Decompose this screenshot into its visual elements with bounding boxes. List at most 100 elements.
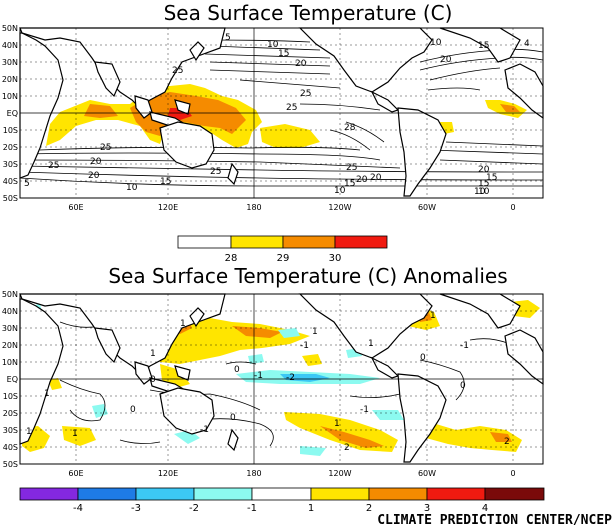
contour-label: 0 xyxy=(130,405,136,415)
contour-label: 0 xyxy=(420,353,426,363)
contour-label: 4 xyxy=(524,39,530,49)
colorbar-label: 2 xyxy=(366,503,372,514)
contour-label: 1 xyxy=(312,327,318,337)
lon-label: 60E xyxy=(68,203,83,212)
contour-label: 20 xyxy=(88,171,100,181)
lat-label: 50S xyxy=(3,460,18,469)
colorbar-label: 30 xyxy=(329,253,342,264)
contour-label: 1 xyxy=(26,427,32,437)
lat-label: 30S xyxy=(3,160,18,169)
lon-label: 180 xyxy=(246,469,261,478)
bottom-gridlines xyxy=(20,294,543,464)
colorbar-swatch xyxy=(251,487,312,501)
colorbar-label: -3 xyxy=(131,503,141,514)
contour-label: -1 xyxy=(360,405,369,415)
colorbar-label: 4 xyxy=(482,503,488,514)
anomaly-positive-region xyxy=(232,326,282,338)
contour-label: 0 xyxy=(150,375,156,385)
colorbar-label: 3 xyxy=(424,503,430,514)
colorbar-swatch xyxy=(193,487,253,501)
contour-label: 2 xyxy=(344,443,350,453)
colorbar-swatch xyxy=(19,487,79,501)
contour-label: 25 xyxy=(172,66,183,76)
bottom-contour-labels: 1 -1 1 0 -1 -2 0 1 0 -1 1 2 -1 1 2 0 1 -… xyxy=(26,311,510,453)
anomaly-negative-region xyxy=(278,328,300,338)
lat-label: 10N xyxy=(2,92,18,101)
contour-label: 1 xyxy=(368,339,374,349)
contour-label: 15 xyxy=(486,173,497,183)
lat-label: 40N xyxy=(2,41,18,50)
contour-label: 1 xyxy=(334,419,340,429)
colorbar-swatch xyxy=(135,487,195,501)
colorbar-swatch xyxy=(310,487,370,501)
lat-label: 20N xyxy=(2,75,18,84)
contour-label: 2 xyxy=(504,437,510,447)
anomaly-positive-region xyxy=(320,426,384,448)
contour-label: 0 xyxy=(230,413,236,423)
colorbar-label: -2 xyxy=(189,503,199,514)
lat-label: 30S xyxy=(3,426,18,435)
contour-label: 20 xyxy=(295,59,307,69)
lon-label: 120W xyxy=(328,203,351,212)
lat-label: 10S xyxy=(3,126,18,135)
colorbar-swatch xyxy=(426,487,486,501)
credit-text: CLIMATE PREDICTION CENTER/NCEP xyxy=(377,513,612,528)
colorbar-swatch xyxy=(484,487,545,501)
colorbar-swatch xyxy=(230,235,284,249)
contour-label: -2 xyxy=(286,373,295,383)
lat-label: 20S xyxy=(3,143,18,152)
contour-label: 25 xyxy=(210,167,221,177)
top-contour-labels: 10 15 20 25 25 20 15 10 5 25 20 15 10 28… xyxy=(24,33,530,197)
anomaly-negative-region xyxy=(248,354,264,364)
contour-label: 1 xyxy=(44,389,50,399)
lat-label: 40S xyxy=(3,443,18,452)
anomaly-negative-region xyxy=(280,374,330,382)
lat-label: EQ xyxy=(7,375,18,384)
sst-29-region xyxy=(84,104,118,118)
colorbar-swatch xyxy=(177,235,232,249)
bottom-colorbar: -4 -3 -2 -1 1 2 3 4 xyxy=(19,487,545,514)
contour-label: 15 xyxy=(478,41,489,51)
contour-label: 10 xyxy=(478,187,490,197)
contour-label: 15 xyxy=(478,179,489,189)
contour-label: 10 xyxy=(267,40,279,50)
colorbar-label: 29 xyxy=(277,253,290,264)
contour-label: 25 xyxy=(48,161,59,171)
anomaly-positive-region xyxy=(48,378,62,390)
contour-label: 15 xyxy=(278,49,289,59)
contour-label: 25 xyxy=(300,89,311,99)
lat-label: 30N xyxy=(2,324,18,333)
colorbar-label: -1 xyxy=(247,503,257,514)
anomaly-negative-region xyxy=(92,404,108,418)
contour-label: -1 xyxy=(300,341,309,351)
top-lon-labels: 60E 120E 180 120W 60W 0 xyxy=(68,203,515,212)
lat-label: 20N xyxy=(2,341,18,350)
lon-label: 0 xyxy=(510,469,515,478)
anomaly-positive-region xyxy=(62,426,96,446)
lon-label: 120E xyxy=(158,203,178,212)
lat-label: EQ xyxy=(7,109,18,118)
contour-label: 20 xyxy=(478,165,490,175)
lon-label: 0 xyxy=(510,203,515,212)
lon-label: 60E xyxy=(68,469,83,478)
contour-label: 10 xyxy=(430,38,442,48)
anomaly-negative-region xyxy=(372,410,404,420)
lat-label: 40N xyxy=(2,307,18,316)
top-colorbar: 28 29 30 xyxy=(177,235,388,264)
anomaly-positive-region xyxy=(302,354,322,366)
lat-label: 30N xyxy=(2,58,18,67)
lon-label: 60W xyxy=(418,203,436,212)
top-lat-labels: 50N 40N 30N 20N 10N EQ 10S 20S 30S 40S 5… xyxy=(2,24,18,203)
bottom-map: 1 -1 1 0 -1 -2 0 1 0 -1 1 2 -1 1 2 0 1 -… xyxy=(19,293,544,465)
colorbar-swatch xyxy=(334,235,388,249)
anomaly-negative-region xyxy=(300,446,326,456)
contour-label: 25 xyxy=(286,103,297,113)
lon-label: 120W xyxy=(328,469,351,478)
contour-label: 28 xyxy=(344,123,356,133)
top-gridlines xyxy=(20,28,543,198)
contour-label: 15 xyxy=(160,177,171,187)
contour-label: 20 xyxy=(90,157,102,167)
lon-label: 180 xyxy=(246,203,261,212)
lat-label: 50N xyxy=(2,290,18,299)
